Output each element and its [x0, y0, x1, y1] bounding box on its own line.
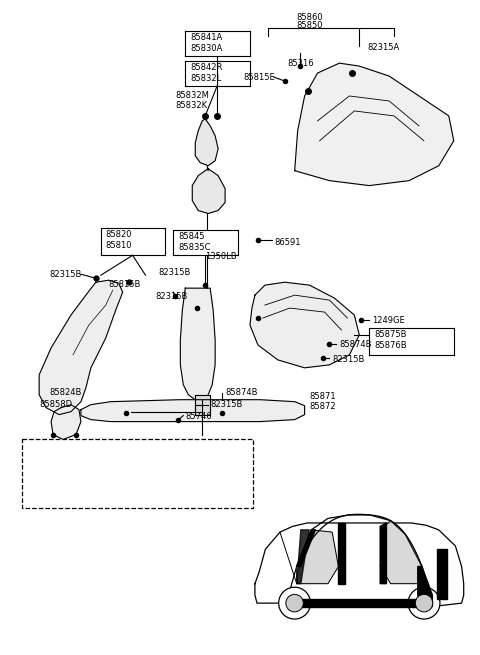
Text: 85746: 85746	[185, 411, 212, 421]
Text: 85835C: 85835C	[179, 244, 211, 252]
Circle shape	[415, 594, 433, 612]
Text: 85872: 85872	[310, 402, 336, 411]
Polygon shape	[380, 521, 422, 584]
Polygon shape	[338, 523, 345, 584]
Text: 85858D: 85858D	[131, 457, 164, 466]
Text: 85871: 85871	[310, 392, 336, 401]
Polygon shape	[297, 530, 309, 584]
Polygon shape	[380, 523, 386, 584]
Polygon shape	[297, 530, 315, 567]
Polygon shape	[195, 395, 210, 415]
Text: 85842R: 85842R	[190, 63, 223, 72]
Circle shape	[286, 594, 303, 612]
Text: 85858D: 85858D	[39, 400, 72, 409]
Text: 82315B: 82315B	[333, 355, 365, 364]
Circle shape	[408, 587, 440, 619]
Text: 85824B: 85824B	[49, 388, 82, 397]
Text: 85860: 85860	[296, 13, 323, 22]
Polygon shape	[436, 550, 447, 599]
Text: 82315B: 82315B	[210, 400, 242, 409]
Text: 85832M: 85832M	[175, 91, 209, 100]
Polygon shape	[192, 169, 225, 214]
Text: (LH): (LH)	[31, 443, 48, 451]
Text: 85823: 85823	[31, 457, 58, 466]
Polygon shape	[180, 288, 215, 400]
Text: 85874B: 85874B	[225, 388, 258, 397]
Text: 86591: 86591	[275, 238, 301, 248]
Text: 82315B: 82315B	[158, 269, 191, 277]
Polygon shape	[39, 280, 123, 415]
Polygon shape	[297, 530, 338, 584]
Text: 85850: 85850	[296, 22, 323, 30]
Text: 85832K: 85832K	[175, 101, 207, 110]
Text: 85810: 85810	[106, 241, 132, 250]
Text: 82315B: 82315B	[49, 271, 82, 279]
Polygon shape	[51, 405, 81, 440]
Text: 85316: 85316	[288, 59, 314, 68]
Text: 82315B: 82315B	[156, 292, 188, 301]
Polygon shape	[295, 63, 454, 185]
Polygon shape	[195, 119, 218, 166]
Text: 85874B: 85874B	[339, 340, 372, 349]
FancyBboxPatch shape	[22, 439, 253, 508]
Polygon shape	[418, 567, 432, 607]
Text: 85820: 85820	[106, 231, 132, 240]
Text: 85876B: 85876B	[374, 341, 407, 350]
Text: 85830A: 85830A	[190, 44, 223, 53]
Polygon shape	[250, 282, 360, 368]
Text: 85841A: 85841A	[190, 33, 223, 43]
Text: 1249GE: 1249GE	[372, 316, 405, 325]
Text: 1350LB: 1350LB	[205, 252, 237, 261]
Polygon shape	[295, 599, 424, 607]
Circle shape	[279, 587, 311, 619]
Text: 85815E: 85815E	[243, 73, 275, 82]
Text: 85815B: 85815B	[109, 280, 141, 290]
Text: 85832L: 85832L	[190, 74, 222, 83]
Text: 85875B: 85875B	[374, 330, 407, 339]
Polygon shape	[81, 400, 305, 422]
Text: 82315A: 82315A	[367, 43, 399, 52]
Text: 85845: 85845	[179, 233, 205, 242]
